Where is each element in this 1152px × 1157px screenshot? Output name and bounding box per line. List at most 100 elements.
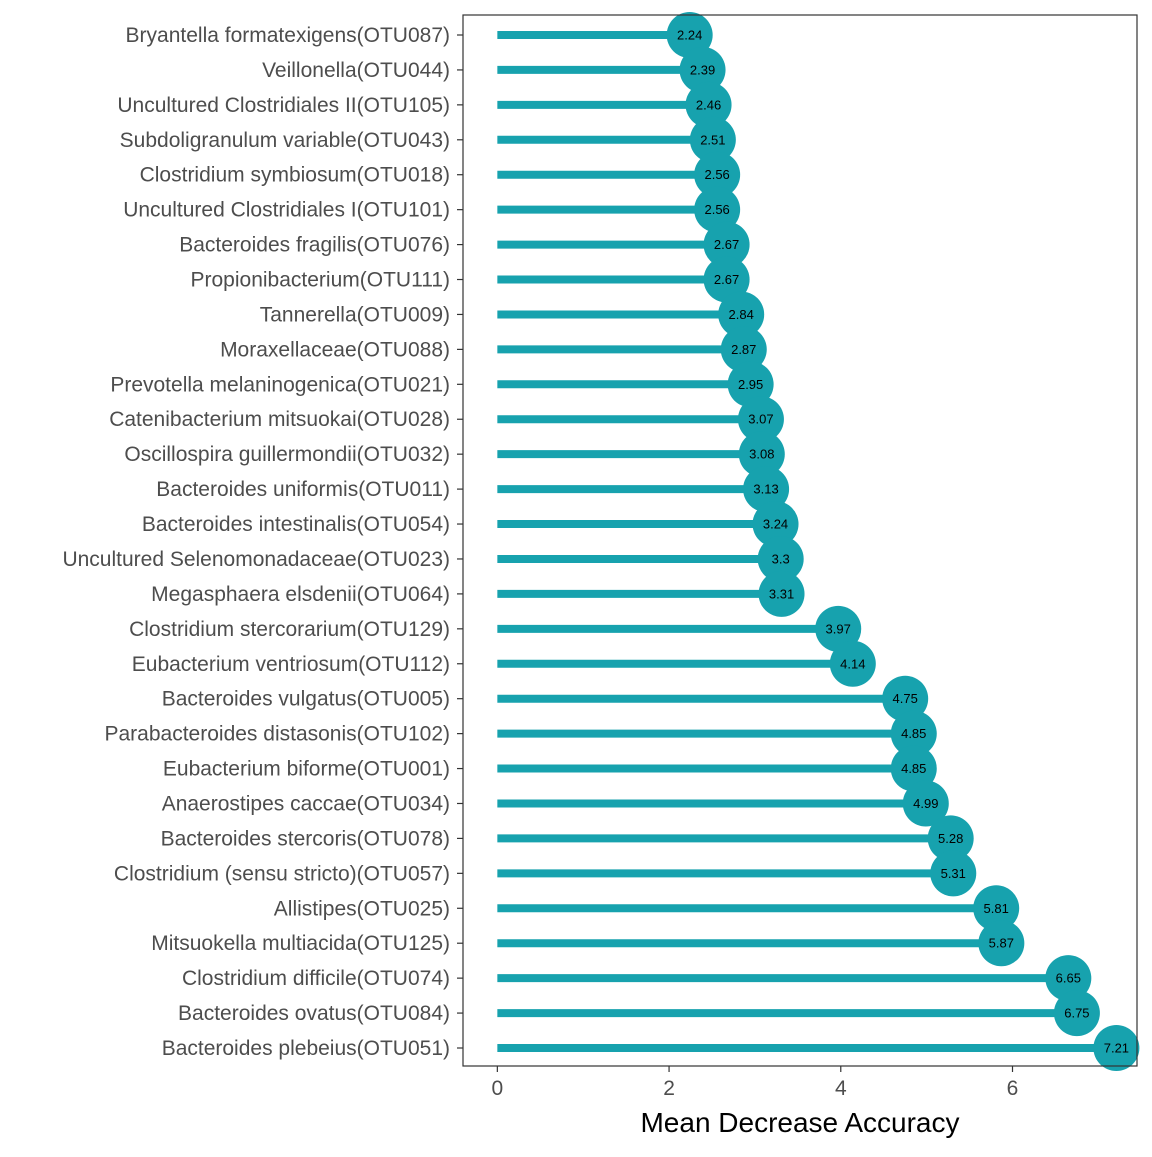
lollipop-point [927,815,974,862]
y-tick-label: Clostridium difficile(OTU074) [182,967,450,990]
lollipop-point [703,221,750,268]
y-tick-label: Megasphaera elsdenii(OTU064) [151,583,450,606]
value-label: 5.28 [938,831,963,846]
y-tick-label: Clostridium (sensu stricto)(OTU057) [114,862,450,885]
x-tick-label: 0 [492,1077,504,1100]
value-label: 2.87 [731,342,756,357]
value-label: 7.21 [1104,1041,1129,1056]
lollipop-point [902,780,949,827]
value-label: 2.46 [696,97,721,112]
lollipop-point [685,81,732,128]
value-label: 2.67 [714,237,739,252]
lollipop-point [703,256,750,303]
lollipop-point [1053,990,1100,1037]
value-label: 2.67 [714,272,739,287]
lollipop-point [737,396,784,443]
y-tick-label: Bryantella formatexigens(OTU087) [126,24,450,47]
lollipop-point [720,326,767,373]
value-label: 3.13 [753,482,778,497]
value-label: 2.39 [690,62,715,77]
lollipop-point [679,46,726,93]
y-tick-label: Tannerella(OTU009) [260,303,450,326]
lollipop-point [718,291,765,338]
value-label: 3.07 [748,412,773,427]
y-tick-label: Mitsuokella multiacida(OTU125) [151,932,450,955]
y-tick-label: Allistipes(OTU025) [274,897,450,920]
y-axis: Bryantella formatexigens(OTU087) Veillone… [62,24,463,1060]
y-tick-label: Prevotella melaninogenica(OTU021) [110,373,450,396]
panel-border [462,14,1138,1067]
y-tick-label: Uncultured Clostridiales I(OTU101) [123,199,450,222]
x-axis: 0 2 4 6 [492,1066,1019,1100]
y-tick-label: Eubacterium biforme(OTU001) [163,758,450,781]
value-label: 2.95 [738,377,763,392]
lollipop-point [1093,1025,1140,1071]
lollipop-point [930,850,977,897]
lollipop-point [689,116,736,163]
y-tick-label: Propionibacterium(OTU111) [191,269,451,292]
lollipop-point [815,605,862,652]
value-label: 3.97 [826,621,851,636]
y-tick-label: Uncultured Clostridiales II(OTU105) [117,94,450,117]
y-tick-label: Bacteroides uniformis(OTU011) [156,478,450,501]
value-label: 2.51 [700,132,725,147]
lollipop-point [727,361,774,408]
value-label: 4.85 [901,726,926,741]
lollipop-point [882,675,929,722]
y-tick-label: Clostridium stercorarium(OTU129) [129,618,450,641]
lollipop-point [743,466,790,513]
y-tick-label: Moraxellaceae(OTU088) [220,338,450,361]
x-axis-title: Mean Decrease Accuracy [640,1107,959,1138]
value-labels-layer: 2.24 2.39 2.46 2.51 2.56 2.56 2.67 2.67 2.84 2.87… [677,28,1129,1056]
segments-layer [497,31,1117,1052]
y-tick-label: Bacteroides fragilis(OTU076) [179,234,450,257]
lollipop-point [694,186,741,233]
lollipop-point [738,431,785,478]
lollipop-point [758,570,805,617]
value-label: 4.99 [913,796,938,811]
lollipop-point [1045,955,1092,1002]
lollipop-point [757,535,804,582]
value-label: 4.14 [840,656,865,671]
value-label: 3.24 [763,517,788,532]
value-label: 2.56 [704,167,729,182]
value-label: 5.81 [984,901,1009,916]
lollipop-point [978,920,1025,967]
lollipop-point [890,710,937,757]
y-tick-label: Bacteroides ovatus(OTU084) [178,1002,450,1025]
value-label: 3.31 [769,586,794,601]
y-tick-label: Anaerostipes caccae(OTU034) [162,792,450,815]
lollipop-point [752,501,799,548]
lollipop-point [829,640,876,687]
y-tick-label: Bacteroides stercoris(OTU078) [161,827,450,850]
value-label: 2.56 [704,202,729,217]
value-label: 3.08 [749,447,774,462]
value-label: 4.85 [901,761,926,776]
y-tick-label: Oscillospira guillermondii(OTU032) [124,443,450,466]
lollipop-point [973,885,1020,932]
y-tick-label: Bacteroides vulgatus(OTU005) [162,688,450,711]
lollipop-point [694,151,741,198]
lollipop-point [666,12,713,58]
y-tick-label: Veillonella(OTU044) [262,59,450,82]
value-label: 4.75 [893,691,918,706]
y-tick-label: Subdoligranulum variable(OTU043) [120,129,450,152]
y-tick-label: Parabacteroides distasonis(OTU102) [105,723,451,746]
value-label: 2.24 [677,28,702,43]
y-tick-label: Catenibacterium mitsuokai(OTU028) [109,408,450,431]
y-tick-label: Uncultured Selenomonadaceae(OTU023) [62,548,450,571]
value-label: 6.75 [1064,1006,1089,1021]
points-layer [666,12,1140,1071]
y-tick-label: Clostridium symbiosum(OTU018) [140,164,450,187]
y-tick-label: Bacteroides intestinalis(OTU054) [142,513,450,536]
y-tick-label: Eubacterium ventriosum(OTU112) [132,653,450,676]
value-label: 3.3 [772,551,790,566]
x-tick-label: 2 [663,1077,675,1100]
value-label: 2.84 [729,307,754,322]
x-tick-label: 6 [1007,1077,1019,1100]
value-label: 5.31 [941,866,966,881]
y-tick-label: Bacteroides plebeius(OTU051) [162,1037,450,1060]
